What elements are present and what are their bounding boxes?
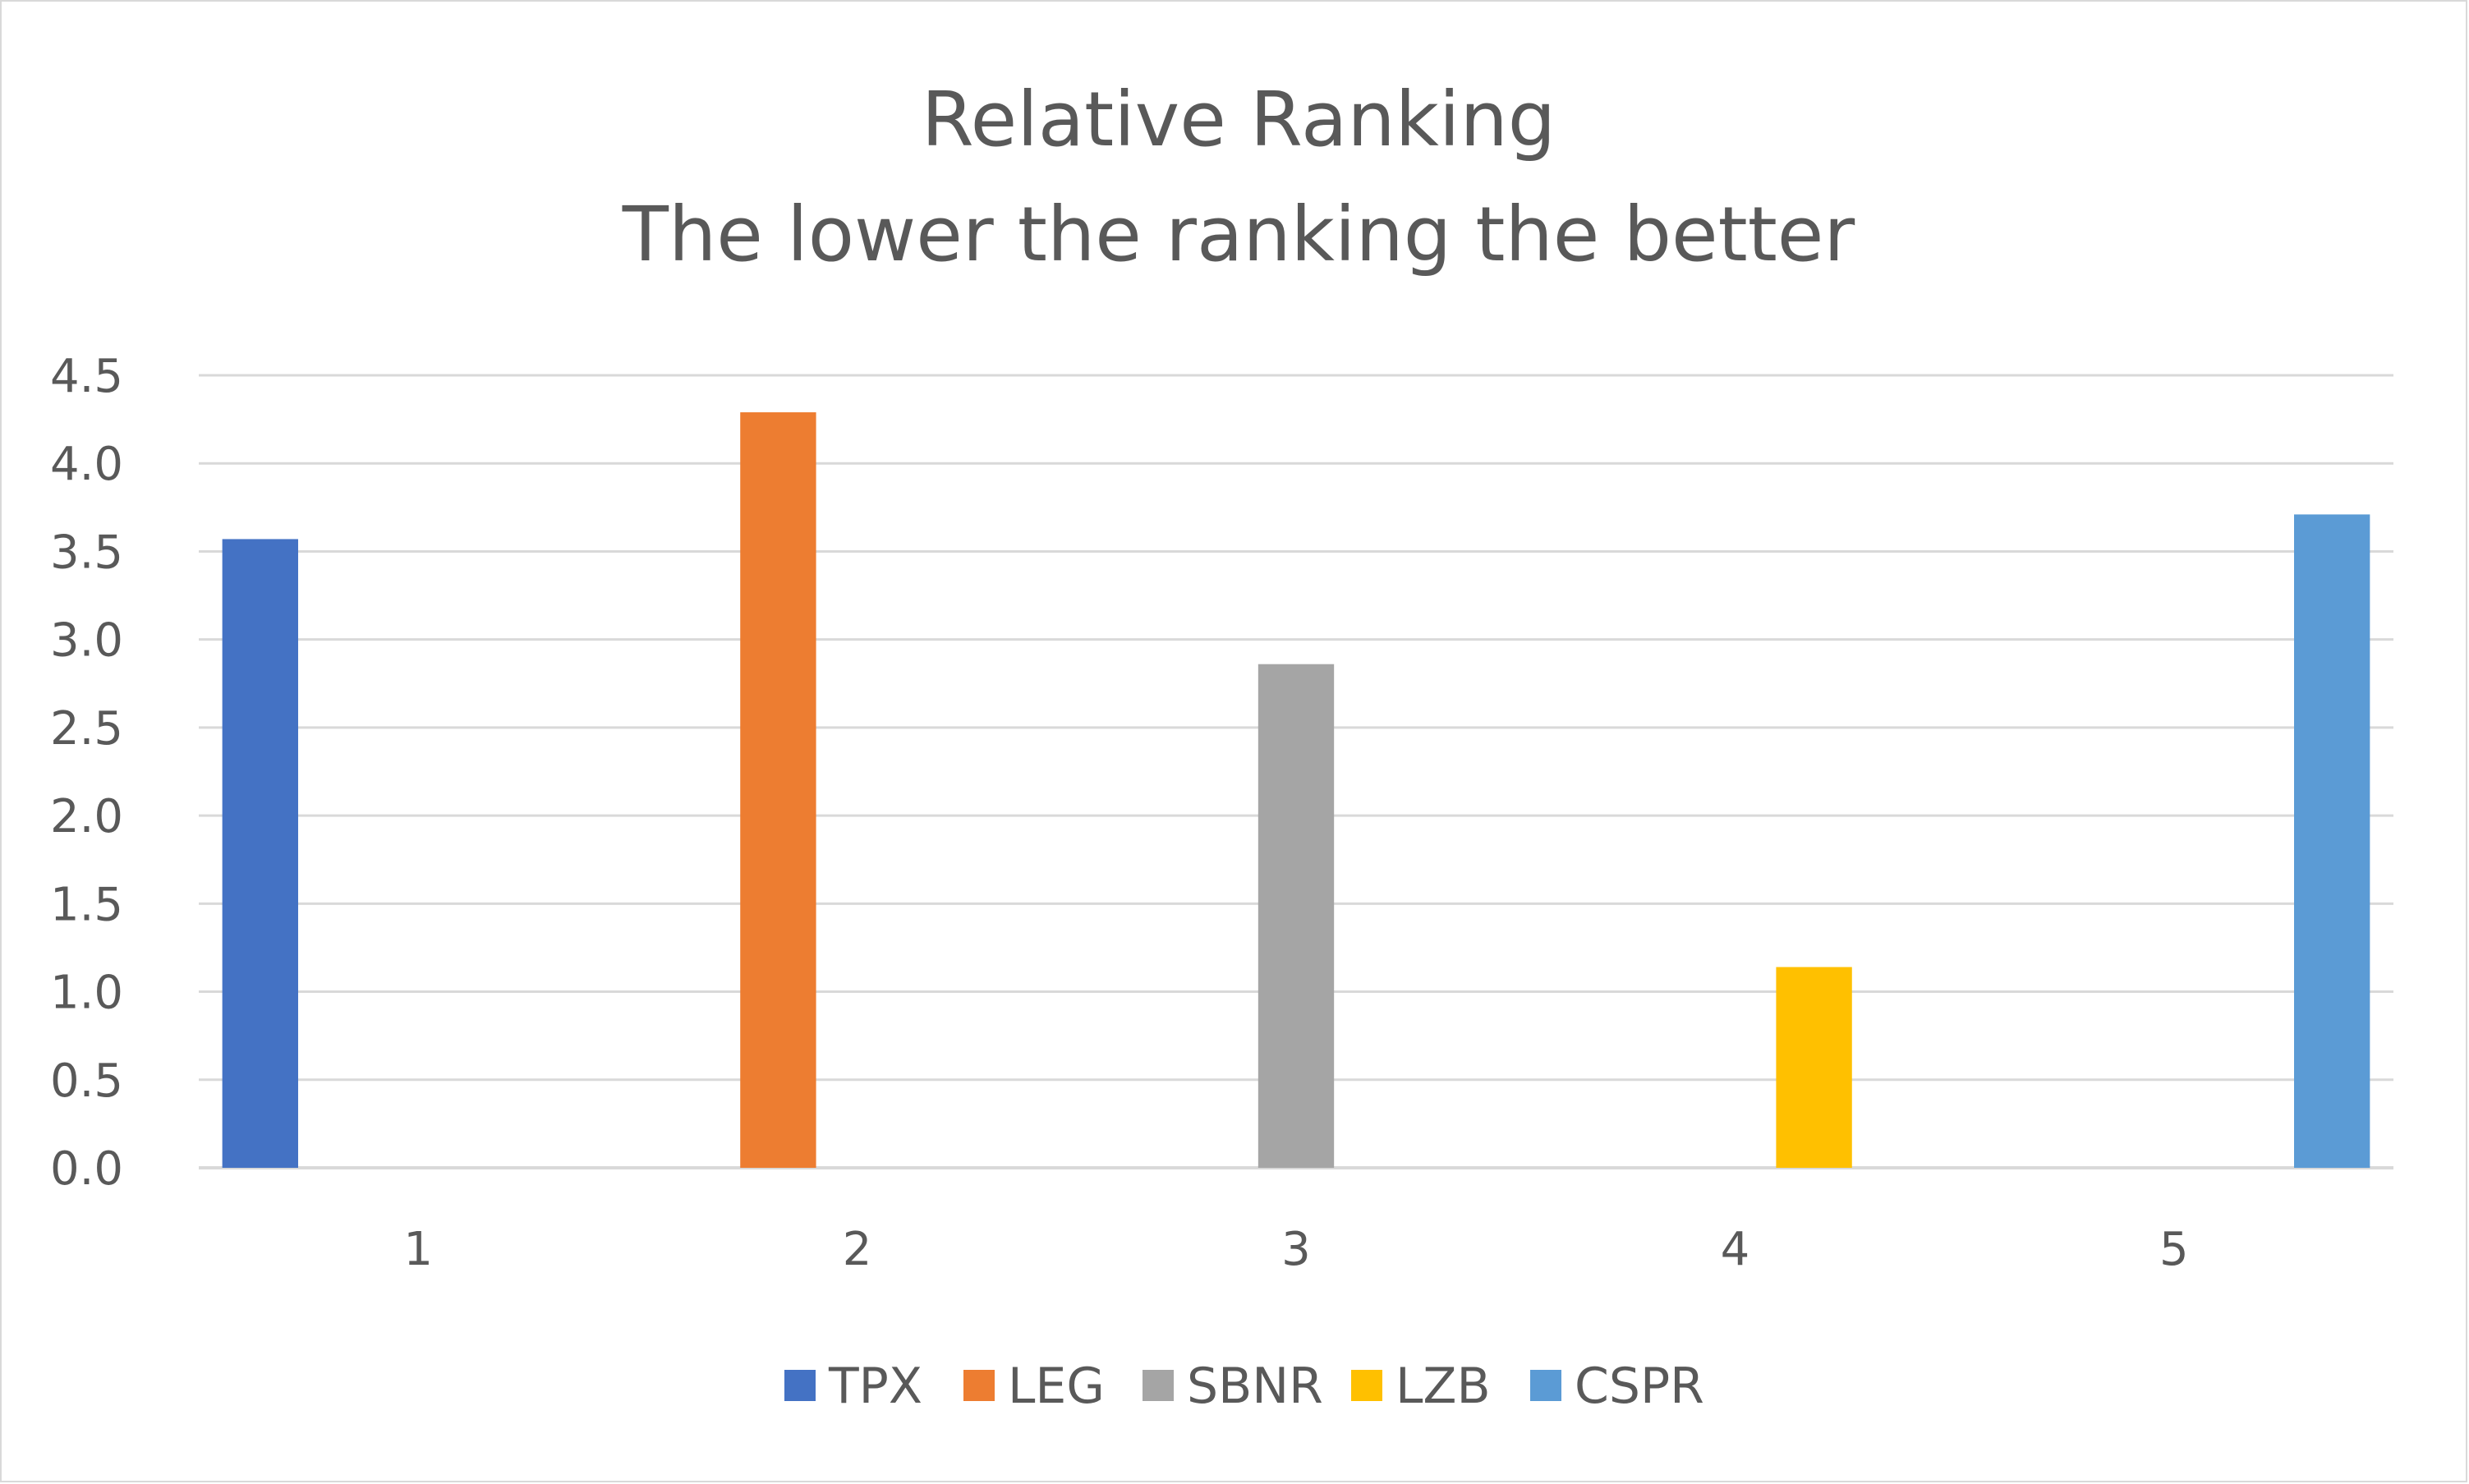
x-axis-ticks: 1 2 3 4 5 [403, 1223, 2188, 1276]
y-tick-label: 0.0 [50, 1142, 123, 1196]
chart-subtitle: The lower the ranking the better [622, 191, 1855, 278]
y-tick-label: 1.0 [50, 967, 123, 1020]
bar-lzb [1776, 967, 1852, 1168]
x-tick-label: 5 [2159, 1223, 2189, 1276]
bars [222, 412, 2370, 1168]
y-tick-label: 3.0 [50, 614, 123, 668]
y-tick-label: 2.0 [50, 790, 123, 843]
legend-label: LEG [1008, 1358, 1105, 1415]
legend-swatch [1351, 1370, 1382, 1401]
y-tick-label: 2.5 [50, 702, 123, 756]
legend-label: CSPR [1575, 1358, 1704, 1415]
x-tick-label: 1 [403, 1223, 433, 1276]
bar-cspr [2294, 514, 2370, 1168]
y-tick-label: 0.5 [50, 1054, 123, 1108]
y-tick-label: 3.5 [50, 526, 123, 579]
y-tick-label: 4.5 [50, 350, 123, 403]
x-tick-label: 4 [1721, 1223, 1750, 1276]
y-tick-label: 1.5 [50, 878, 123, 931]
legend-swatch [1530, 1370, 1561, 1401]
bar-leg [740, 412, 816, 1168]
legend-item-lzb: LZB [1351, 1358, 1491, 1415]
y-tick-label: 4.0 [50, 438, 123, 491]
x-tick-label: 2 [843, 1223, 872, 1276]
bar-sbnr [1257, 664, 1335, 1168]
legend-label: TPX [828, 1358, 922, 1415]
legend-item-tpx: TPX [784, 1358, 922, 1415]
x-tick-label: 3 [1281, 1223, 1311, 1276]
legend-swatch [963, 1370, 995, 1401]
legend-label: SBNR [1187, 1358, 1323, 1415]
y-axis-ticks: 0.0 0.5 1.0 1.5 2.0 2.5 3.0 3.5 4.0 4.5 [50, 350, 123, 1196]
legend-swatch [784, 1370, 816, 1401]
legend-item-sbnr: SBNR [1143, 1358, 1323, 1415]
legend: TPX LEG SBNR LZB CSPR [784, 1358, 1704, 1415]
legend-item-leg: LEG [963, 1358, 1105, 1415]
legend-item-cspr: CSPR [1530, 1358, 1704, 1415]
chart-title: Relative Ranking [922, 76, 1556, 163]
legend-label: LZB [1395, 1358, 1491, 1415]
bar-tpx [222, 539, 298, 1168]
legend-swatch [1143, 1370, 1174, 1401]
